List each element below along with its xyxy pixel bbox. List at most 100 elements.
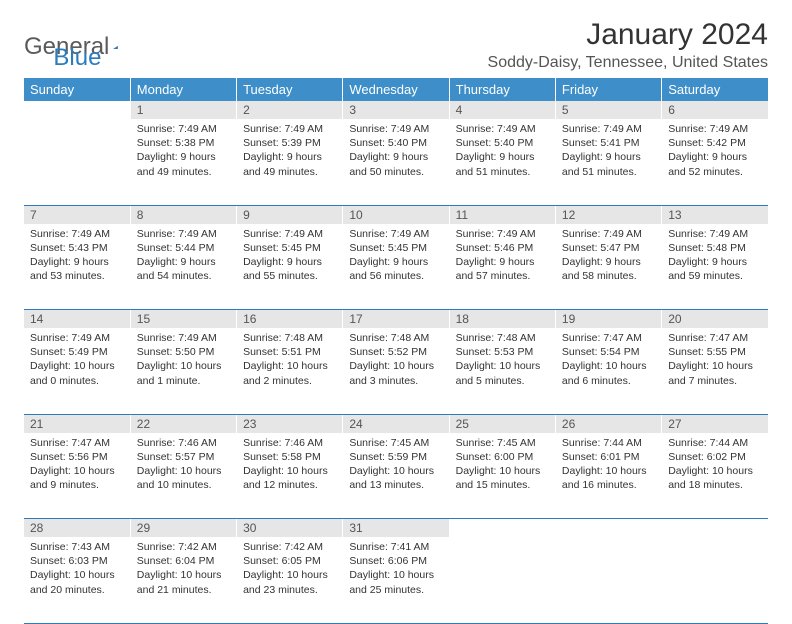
- day-number: 23: [237, 414, 343, 433]
- day-content-row: Sunrise: 7:43 AMSunset: 6:03 PM Daylight:…: [24, 537, 768, 623]
- day-cell: Sunrise: 7:48 AMSunset: 5:51 PMDaylight:…: [237, 328, 343, 414]
- daylight-text: Daylight: 10 hours and 12 minutes.: [243, 464, 336, 492]
- day-cell: Sunrise: 7:45 AMSunset: 6:00 PMDaylight:…: [449, 433, 555, 519]
- day-number: 16: [237, 310, 343, 329]
- day-number: 4: [449, 101, 555, 119]
- sunset-text: Sunset: 5:58 PM: [243, 450, 336, 464]
- day-cell: Sunrise: 7:49 AMSunset: 5:38 PMDaylight:…: [130, 119, 236, 205]
- day-number: 27: [662, 414, 768, 433]
- daylight-text: Daylight: 9 hours and 51 minutes.: [456, 150, 549, 178]
- day-cell: Sunrise: 7:47 AMSunset: 5:55 PMDaylight:…: [662, 328, 768, 414]
- day-number: 22: [130, 414, 236, 433]
- day-number: 13: [662, 205, 768, 224]
- sunset-text: Sunset: 5:50 PM: [137, 345, 230, 359]
- day-number: [449, 519, 555, 538]
- day-number: 2: [237, 101, 343, 119]
- daylight-text: Daylight: 10 hours and 6 minutes.: [562, 359, 655, 387]
- day-header: Saturday: [662, 78, 768, 101]
- sunset-text: Sunset: 6:00 PM: [456, 450, 549, 464]
- day-number: 10: [343, 205, 449, 224]
- day-number: 20: [662, 310, 768, 329]
- daylight-text: Daylight: 9 hours and 59 minutes.: [668, 255, 762, 283]
- sunrise-text: Sunrise: 7:49 AM: [349, 227, 442, 241]
- sunrise-text: Sunrise: 7:42 AM: [137, 540, 230, 554]
- sunrise-text: Sunrise: 7:46 AM: [137, 436, 230, 450]
- day-number: 19: [555, 310, 661, 329]
- sunset-text: Sunset: 5:53 PM: [456, 345, 549, 359]
- daylight-text: Daylight: 10 hours and 16 minutes.: [562, 464, 655, 492]
- daylight-text: Daylight: 10 hours and 2 minutes.: [243, 359, 336, 387]
- daylight-text: Daylight: 10 hours and 1 minute.: [137, 359, 230, 387]
- sunrise-text: Sunrise: 7:49 AM: [137, 122, 230, 136]
- header: General Blue January 2024 Soddy-Daisy, T…: [24, 18, 768, 72]
- daylight-text: Daylight: 9 hours and 56 minutes.: [349, 255, 442, 283]
- daylight-text: Daylight: 10 hours and 21 minutes.: [137, 568, 230, 596]
- day-cell: Sunrise: 7:49 AMSunset: 5:45 PMDaylight:…: [237, 224, 343, 310]
- sunrise-text: Sunrise: 7:49 AM: [137, 227, 230, 241]
- month-title: January 2024: [488, 18, 768, 52]
- day-number: 7: [24, 205, 130, 224]
- sunrise-text: Sunrise: 7:49 AM: [349, 122, 442, 136]
- day-cell: [662, 537, 768, 623]
- day-cell: Sunrise: 7:46 AMSunset: 5:58 PMDaylight:…: [237, 433, 343, 519]
- sunrise-text: Sunrise: 7:48 AM: [456, 331, 549, 345]
- sunset-text: Sunset: 6:05 PM: [243, 554, 336, 568]
- day-number: 30: [237, 519, 343, 538]
- sunset-text: Sunset: 5:57 PM: [137, 450, 230, 464]
- daylight-text: Daylight: 9 hours and 50 minutes.: [349, 150, 442, 178]
- sunset-text: Sunset: 5:48 PM: [668, 241, 762, 255]
- sunset-text: Sunset: 5:45 PM: [349, 241, 442, 255]
- daylight-text: Daylight: 9 hours and 58 minutes.: [562, 255, 655, 283]
- day-header: Thursday: [449, 78, 555, 101]
- sunset-text: Sunset: 5:38 PM: [137, 136, 230, 150]
- sunrise-text: Sunrise: 7:49 AM: [137, 331, 230, 345]
- day-number: [24, 101, 130, 119]
- sunset-text: Sunset: 5:40 PM: [456, 136, 549, 150]
- sunrise-text: Sunrise: 7:46 AM: [243, 436, 336, 450]
- day-cell: Sunrise: 7:42 AMSunset: 6:05 PMDaylight:…: [237, 537, 343, 623]
- logo-triangle-icon: [113, 38, 118, 56]
- day-cell: Sunrise: 7:43 AMSunset: 6:03 PMDaylight:…: [24, 537, 130, 623]
- day-cell: Sunrise: 7:47 AMSunset: 5:56 PMDaylight:…: [24, 433, 130, 519]
- day-cell: Sunrise: 7:49 AMSunset: 5:43 PMDaylight:…: [24, 224, 130, 310]
- day-cell: Sunrise: 7:45 AMSunset: 5:59 PMDaylight:…: [343, 433, 449, 519]
- day-number-row: 21222324252627: [24, 414, 768, 433]
- day-number: 8: [130, 205, 236, 224]
- day-number: 5: [555, 101, 661, 119]
- sunset-text: Sunset: 5:39 PM: [243, 136, 336, 150]
- day-number: 18: [449, 310, 555, 329]
- day-cell: Sunrise: 7:49 AMSunset: 5:45 PMDaylight:…: [343, 224, 449, 310]
- location: Soddy-Daisy, Tennessee, United States: [488, 54, 768, 72]
- day-cell: Sunrise: 7:47 AMSunset: 5:54 PMDaylight:…: [555, 328, 661, 414]
- sunset-text: Sunset: 5:54 PM: [562, 345, 655, 359]
- day-number: [555, 519, 661, 538]
- sunrise-text: Sunrise: 7:47 AM: [562, 331, 655, 345]
- day-cell: Sunrise: 7:49 AMSunset: 5:40 PMDaylight:…: [449, 119, 555, 205]
- sunset-text: Sunset: 6:03 PM: [30, 554, 124, 568]
- day-content-row: Sunrise: 7:49 AMSunset: 5:38 PMDaylight:…: [24, 119, 768, 205]
- sunrise-text: Sunrise: 7:45 AM: [456, 436, 549, 450]
- day-cell: [24, 119, 130, 205]
- day-cell: Sunrise: 7:49 AMSunset: 5:49 PMDaylight:…: [24, 328, 130, 414]
- day-number: 24: [343, 414, 449, 433]
- day-cell: Sunrise: 7:48 AMSunset: 5:52 PMDaylight:…: [343, 328, 449, 414]
- day-number: [662, 519, 768, 538]
- daylight-text: Daylight: 10 hours and 3 minutes.: [349, 359, 442, 387]
- day-header: Wednesday: [343, 78, 449, 101]
- sunrise-text: Sunrise: 7:49 AM: [30, 227, 124, 241]
- daylight-text: Daylight: 10 hours and 15 minutes.: [456, 464, 549, 492]
- sunrise-text: Sunrise: 7:42 AM: [243, 540, 336, 554]
- title-block: January 2024 Soddy-Daisy, Tennessee, Uni…: [488, 18, 768, 72]
- sunset-text: Sunset: 5:59 PM: [349, 450, 442, 464]
- day-content-row: Sunrise: 7:49 AMSunset: 5:49 PMDaylight:…: [24, 328, 768, 414]
- sunset-text: Sunset: 5:46 PM: [456, 241, 549, 255]
- sunrise-text: Sunrise: 7:49 AM: [562, 227, 655, 241]
- day-number: 6: [662, 101, 768, 119]
- daylight-text: Daylight: 10 hours and 7 minutes.: [668, 359, 762, 387]
- sunset-text: Sunset: 5:51 PM: [243, 345, 336, 359]
- sunrise-text: Sunrise: 7:41 AM: [349, 540, 442, 554]
- day-number: 15: [130, 310, 236, 329]
- sunrise-text: Sunrise: 7:43 AM: [30, 540, 124, 554]
- day-cell: Sunrise: 7:49 AMSunset: 5:39 PMDaylight:…: [237, 119, 343, 205]
- daylight-text: Daylight: 10 hours and 9 minutes.: [30, 464, 124, 492]
